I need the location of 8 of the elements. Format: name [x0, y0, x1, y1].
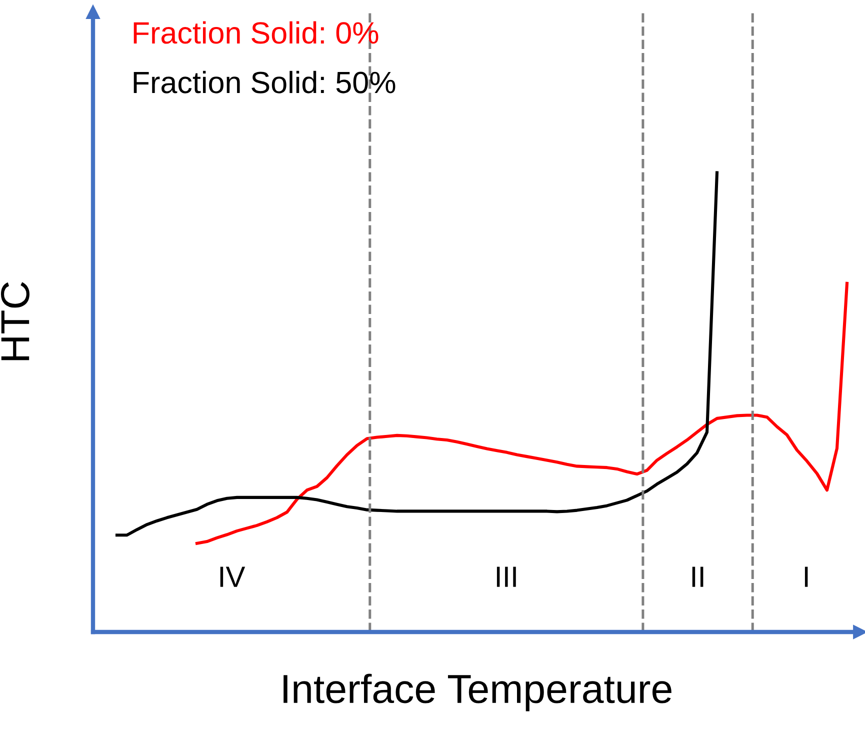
annotation: II: [692, 566, 704, 587]
annotation: I: [804, 566, 808, 587]
y-axis-title: HTC: [0, 282, 30, 360]
text: Fraction Solid: 0%: [134, 21, 378, 44]
annotation: III: [496, 566, 516, 587]
text: Fraction Solid: 50%: [134, 70, 396, 94]
x-axis-title: Interface Temperature: [284, 674, 672, 712]
annotation: IV: [220, 566, 246, 587]
